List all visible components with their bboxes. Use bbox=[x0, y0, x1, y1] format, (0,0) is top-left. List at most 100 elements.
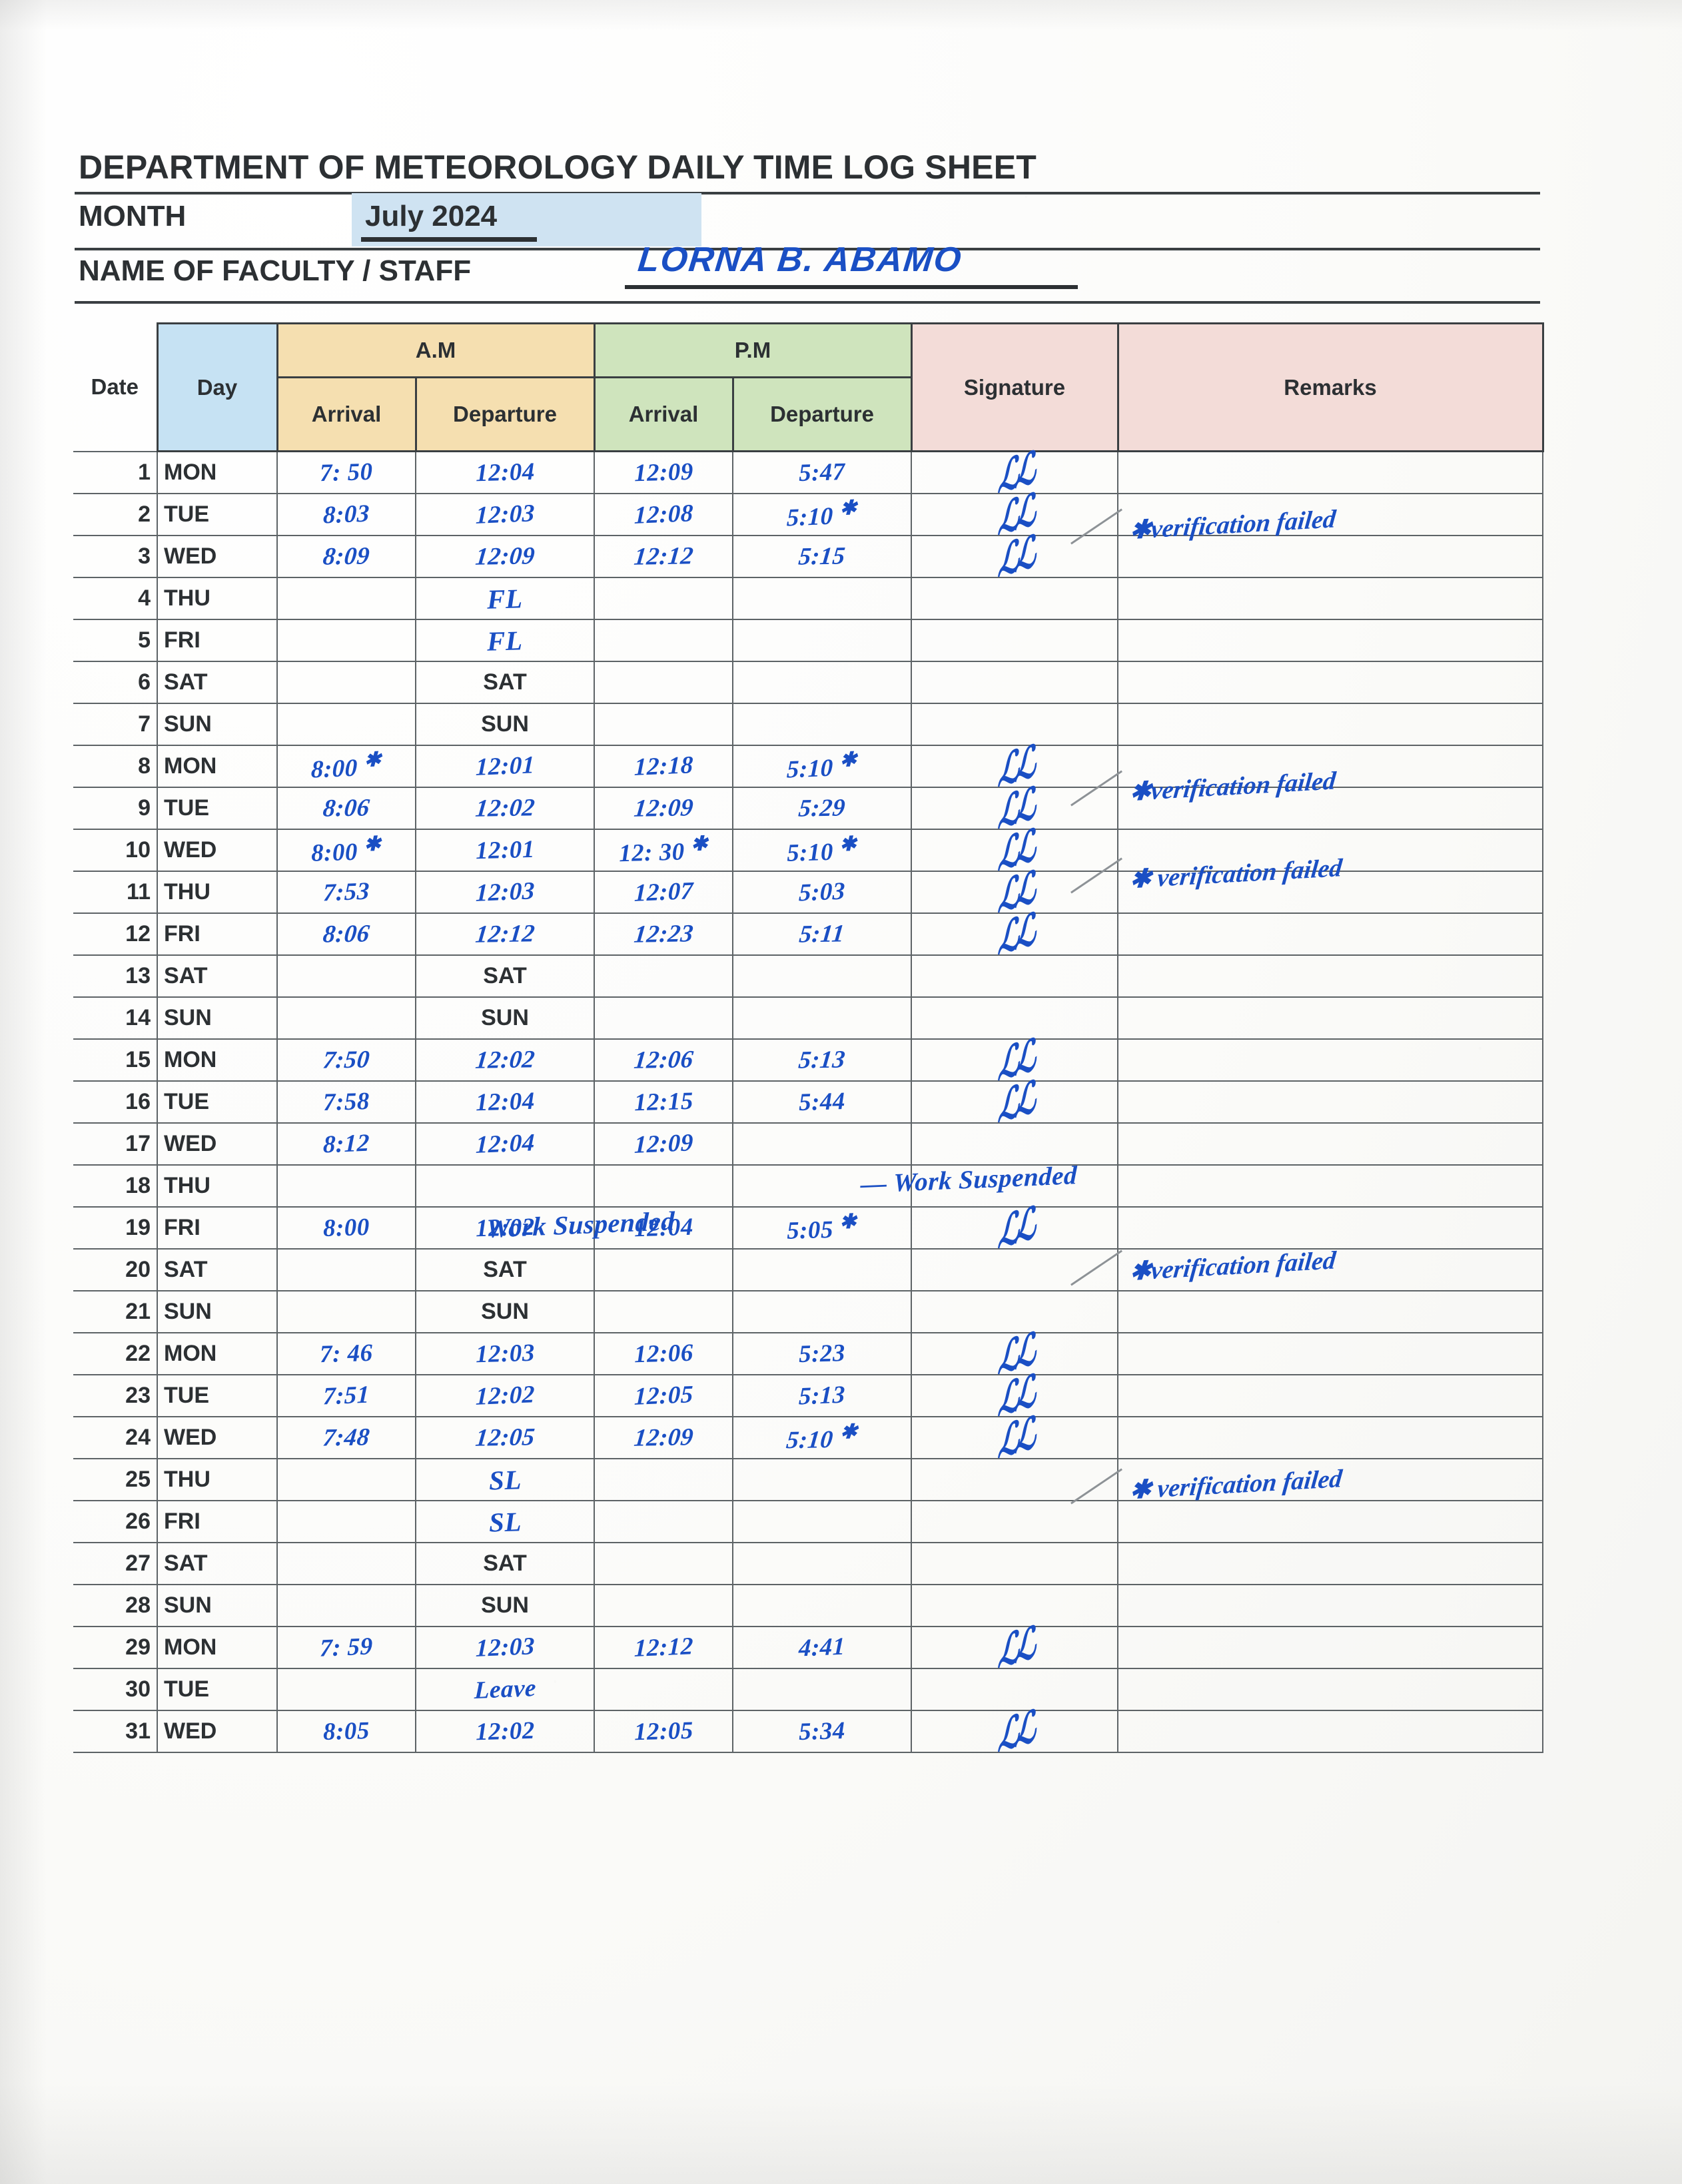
cell-pm-arrival[interactable] bbox=[594, 661, 733, 704]
cell-am-arrival[interactable]: 7:48 bbox=[276, 1416, 416, 1459]
cell-remarks[interactable] bbox=[1117, 1122, 1544, 1166]
cell-pm-departure[interactable] bbox=[731, 1122, 913, 1166]
cell-am-arrival[interactable] bbox=[276, 1542, 416, 1585]
cell-am-departure[interactable]: 12:03 bbox=[415, 493, 595, 536]
cell-am-departure[interactable]: SUN bbox=[415, 1290, 595, 1333]
cell-remarks[interactable] bbox=[1117, 450, 1544, 494]
cell-am-departure[interactable]: SAT bbox=[415, 954, 595, 998]
cell-pm-arrival[interactable]: 12:04 bbox=[594, 1206, 733, 1250]
cell-pm-arrival[interactable] bbox=[594, 1542, 733, 1585]
cell-remarks[interactable] bbox=[1117, 1290, 1544, 1333]
cell-remarks[interactable] bbox=[1117, 1164, 1544, 1208]
cell-signature[interactable]: ℒℒ bbox=[911, 444, 1119, 502]
cell-remarks[interactable] bbox=[1117, 661, 1544, 704]
cell-signature[interactable]: ℒℒ bbox=[911, 1619, 1119, 1677]
cell-am-departure[interactable]: 12:02 bbox=[415, 787, 595, 830]
cell-am-arrival[interactable] bbox=[276, 1584, 416, 1627]
cell-pm-departure[interactable] bbox=[731, 1290, 913, 1333]
cell-signature[interactable] bbox=[911, 661, 1119, 704]
cell-pm-departure[interactable]: 5:13 bbox=[731, 1374, 913, 1417]
cell-am-departure[interactable]: SAT bbox=[415, 661, 595, 704]
cell-am-departure[interactable]: 12:01 bbox=[415, 745, 595, 788]
cell-pm-arrival[interactable] bbox=[594, 577, 733, 620]
cell-am-departure[interactable]: 12:02 bbox=[415, 1038, 595, 1082]
cell-pm-departure[interactable]: 5:44 bbox=[731, 1080, 913, 1124]
cell-pm-arrival[interactable] bbox=[594, 1584, 733, 1627]
cell-pm-arrival[interactable] bbox=[594, 703, 733, 746]
cell-remarks[interactable] bbox=[1117, 577, 1544, 620]
cell-remarks[interactable] bbox=[1117, 1206, 1544, 1250]
cell-am-departure[interactable]: 12:02 bbox=[415, 1710, 595, 1753]
cell-remarks[interactable] bbox=[1117, 912, 1544, 956]
cell-remarks[interactable] bbox=[1117, 1458, 1544, 1501]
cell-pm-arrival[interactable]: 12:12 bbox=[594, 1626, 733, 1669]
cell-remarks[interactable] bbox=[1117, 1584, 1544, 1627]
cell-pm-arrival[interactable]: 12:07 bbox=[594, 871, 733, 914]
cell-signature[interactable] bbox=[911, 1290, 1119, 1333]
cell-pm-arrival[interactable]: 12:09 bbox=[594, 1122, 733, 1166]
cell-signature[interactable] bbox=[911, 954, 1119, 998]
cell-signature[interactable]: ℒℒ bbox=[911, 1200, 1119, 1258]
cell-pm-departure[interactable] bbox=[731, 1458, 913, 1501]
cell-signature[interactable] bbox=[911, 1164, 1119, 1208]
cell-pm-departure[interactable]: 5:10 ✱ bbox=[731, 1416, 913, 1459]
cell-pm-departure[interactable]: 5:05 ✱ bbox=[731, 1206, 913, 1250]
cell-pm-departure[interactable]: 5:03 bbox=[731, 871, 913, 914]
cell-pm-departure[interactable] bbox=[731, 619, 913, 662]
cell-remarks[interactable] bbox=[1117, 871, 1544, 914]
cell-am-departure[interactable]: 12:09 bbox=[415, 535, 595, 578]
cell-signature[interactable]: ℒℒ bbox=[911, 864, 1119, 922]
cell-pm-departure[interactable]: 4:41 bbox=[731, 1626, 913, 1669]
cell-am-departure[interactable]: SL bbox=[415, 1500, 595, 1543]
cell-signature[interactable] bbox=[911, 1500, 1119, 1543]
cell-am-departure[interactable]: 12:03 bbox=[415, 871, 595, 914]
cell-am-departure[interactable]: SUN bbox=[415, 996, 595, 1040]
cell-pm-arrival[interactable]: 12: 30 ✱ bbox=[594, 829, 733, 872]
cell-pm-departure[interactable] bbox=[731, 577, 913, 620]
cell-pm-departure[interactable] bbox=[731, 954, 913, 998]
cell-am-arrival[interactable]: 8:06 bbox=[276, 787, 416, 830]
cell-am-departure[interactable]: SUN bbox=[415, 703, 595, 746]
cell-remarks[interactable] bbox=[1117, 1080, 1544, 1124]
cell-am-departure[interactable]: 12:12 bbox=[415, 912, 595, 956]
cell-pm-arrival[interactable] bbox=[594, 954, 733, 998]
cell-pm-arrival[interactable] bbox=[594, 1164, 733, 1208]
cell-am-departure[interactable]: SL bbox=[415, 1458, 595, 1501]
cell-am-arrival[interactable] bbox=[276, 1458, 416, 1501]
cell-pm-departure[interactable] bbox=[731, 703, 913, 746]
cell-signature[interactable] bbox=[911, 619, 1119, 662]
cell-remarks[interactable] bbox=[1117, 1710, 1544, 1753]
cell-signature[interactable] bbox=[911, 1122, 1119, 1166]
cell-signature[interactable]: ℒℒ bbox=[911, 822, 1119, 880]
cell-am-arrival[interactable]: 8:00 ✱ bbox=[276, 829, 416, 872]
cell-pm-arrival[interactable]: 12:23 bbox=[594, 912, 733, 956]
cell-am-departure[interactable]: 12:02 bbox=[415, 1206, 595, 1250]
cell-am-arrival[interactable]: 8:05 bbox=[276, 1710, 416, 1753]
cell-am-arrival[interactable]: 7:58 bbox=[276, 1080, 416, 1124]
cell-signature[interactable] bbox=[911, 703, 1119, 746]
cell-signature[interactable]: ℒℒ bbox=[911, 906, 1119, 964]
cell-pm-departure[interactable] bbox=[731, 1542, 913, 1585]
cell-pm-departure[interactable]: 5:10 ✱ bbox=[731, 493, 913, 536]
cell-am-departure[interactable]: 12:02 bbox=[415, 1374, 595, 1417]
cell-signature[interactable]: ℒℒ bbox=[911, 1074, 1119, 1132]
cell-am-arrival[interactable]: 8:03 bbox=[276, 493, 416, 536]
cell-signature[interactable]: ℒℒ bbox=[911, 780, 1119, 838]
cell-pm-arrival[interactable] bbox=[594, 1668, 733, 1711]
cell-am-departure[interactable]: 12:03 bbox=[415, 1332, 595, 1375]
cell-pm-departure[interactable]: 5:13 bbox=[731, 1038, 913, 1082]
cell-am-arrival[interactable]: 7: 50 bbox=[276, 450, 416, 494]
cell-pm-arrival[interactable]: 12:18 bbox=[594, 745, 733, 788]
cell-pm-departure[interactable]: 5:23 bbox=[731, 1332, 913, 1375]
cell-am-arrival[interactable] bbox=[276, 661, 416, 704]
cell-pm-arrival[interactable] bbox=[594, 619, 733, 662]
cell-am-arrival[interactable]: 8:06 bbox=[276, 912, 416, 956]
cell-remarks[interactable] bbox=[1117, 1332, 1544, 1375]
cell-am-arrival[interactable]: 8:00 bbox=[276, 1206, 416, 1250]
cell-remarks[interactable] bbox=[1117, 1416, 1544, 1459]
cell-pm-departure[interactable] bbox=[731, 1164, 913, 1208]
cell-remarks[interactable] bbox=[1117, 493, 1544, 536]
cell-pm-arrival[interactable] bbox=[594, 1500, 733, 1543]
cell-pm-departure[interactable] bbox=[731, 1668, 913, 1711]
cell-am-arrival[interactable] bbox=[276, 1164, 416, 1208]
